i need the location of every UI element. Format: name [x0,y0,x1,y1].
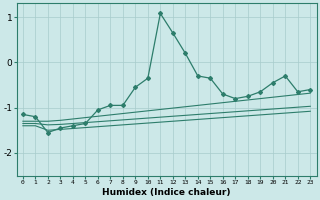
X-axis label: Humidex (Indice chaleur): Humidex (Indice chaleur) [102,188,231,197]
